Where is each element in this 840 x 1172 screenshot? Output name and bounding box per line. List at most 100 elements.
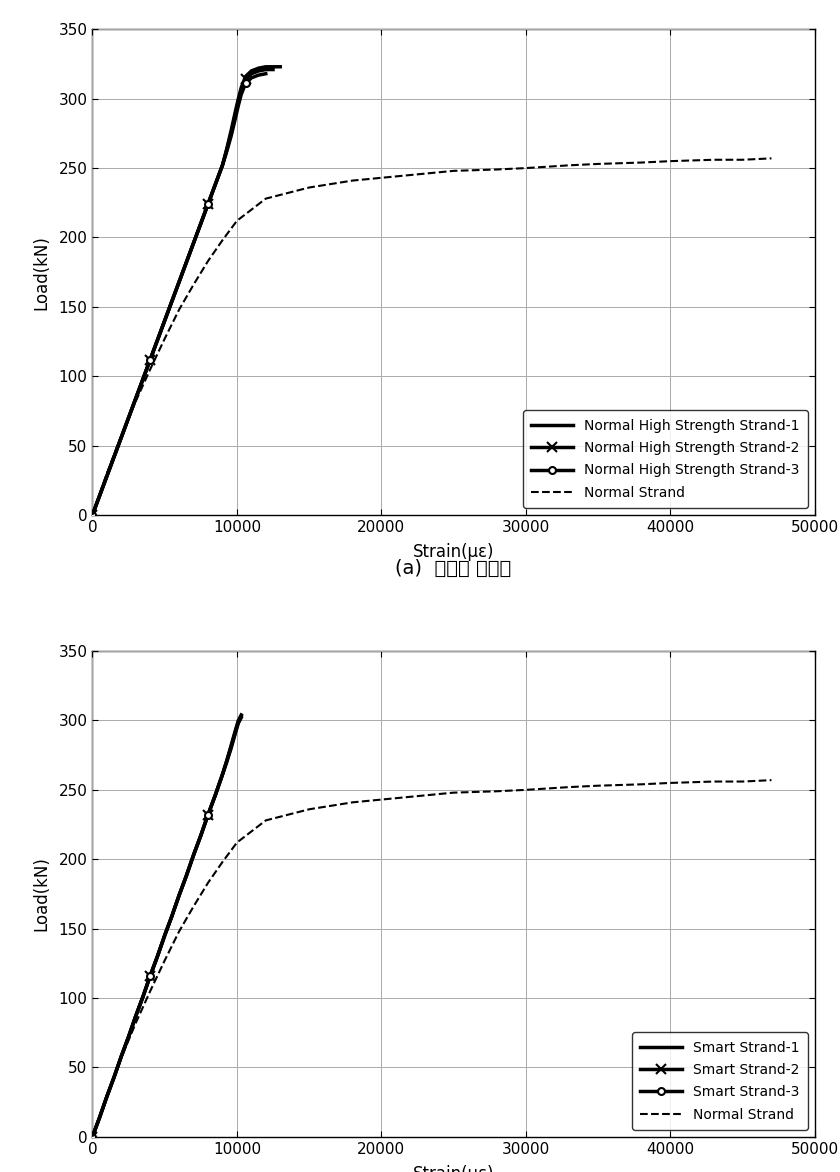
Smart Strand-3 (102, 1090, 112, 1104)
Smart Strand-3 (87, 1130, 97, 1144)
Normal High Strength Strand-2 (95, 489, 105, 503)
Normal High Strength Strand-3 (87, 507, 97, 522)
Normal Strand (665, 154, 675, 168)
Legend: Smart Strand-1, Smart Strand-2, Smart Strand-3, Normal Strand: Smart Strand-1, Smart Strand-2, Smart St… (632, 1033, 808, 1130)
Normal High Strength Strand-3 (230, 111, 240, 125)
Smart Strand-3 (152, 949, 162, 963)
Normal Strand (304, 803, 314, 817)
Normal High Strength Strand-2 (210, 178, 220, 192)
Smart Strand-3 (218, 768, 228, 782)
Smart Strand-2 (87, 1130, 97, 1144)
Normal Strand (665, 776, 675, 790)
Smart Strand-1 (230, 723, 240, 737)
Normal High Strength Strand-3 (138, 372, 148, 386)
Normal High Strength Strand-3 (181, 255, 192, 270)
Normal Strand (87, 1130, 97, 1144)
Smart Strand-3 (131, 1009, 141, 1023)
Normal Strand (709, 152, 719, 166)
Smart Strand-2 (145, 969, 155, 983)
Smart Strand-3 (167, 909, 177, 924)
Smart Strand-3 (95, 1110, 105, 1124)
Normal High Strength Strand-1 (254, 61, 264, 75)
Normal High Strength Strand-1 (234, 91, 244, 105)
Smart Strand-1 (95, 1110, 105, 1124)
Normal Strand (766, 774, 776, 788)
Smart Strand-2 (174, 888, 184, 902)
Normal Strand (145, 362, 155, 376)
Normal High Strength Strand-1 (181, 255, 192, 270)
Smart Strand-3 (145, 969, 155, 983)
Smart Strand-2 (152, 949, 162, 963)
Smart Strand-2 (167, 909, 177, 924)
Normal High Strength Strand-2 (167, 294, 177, 308)
Smart Strand-3 (181, 868, 192, 883)
Normal Strand (564, 158, 575, 172)
Smart Strand-3 (203, 808, 213, 822)
Normal High Strength Strand-3 (203, 197, 213, 211)
Normal High Strength Strand-2 (131, 391, 141, 406)
Smart Strand-1 (174, 888, 184, 902)
Smart Strand-3 (222, 755, 232, 769)
Smart Strand-1 (138, 989, 148, 1003)
Smart Strand-3 (109, 1070, 119, 1084)
Smart Strand-3 (230, 725, 240, 740)
Smart Strand-1 (218, 768, 228, 782)
Smart Strand-1 (123, 1030, 134, 1044)
Normal High Strength Strand-1 (276, 60, 286, 74)
Smart Strand-2 (226, 740, 236, 754)
Normal Strand (116, 429, 126, 443)
Normal High Strength Strand-1 (116, 430, 126, 444)
X-axis label: Strain(με): Strain(με) (412, 544, 495, 561)
Normal High Strength Strand-2 (188, 236, 198, 250)
Smart Strand-1 (160, 928, 170, 942)
Normal Strand (160, 332, 170, 346)
Smart Strand-2 (230, 724, 240, 738)
Smart Strand-3 (160, 928, 170, 942)
Normal Strand (174, 925, 184, 939)
Normal High Strength Strand-3 (116, 430, 126, 444)
Normal Strand (766, 151, 776, 165)
Normal Strand (218, 233, 228, 247)
Smart Strand-1 (196, 829, 206, 843)
Normal Strand (131, 394, 141, 408)
Smart Strand-3 (196, 829, 206, 843)
Normal High Strength Strand-2 (246, 67, 256, 81)
Smart Strand-3 (174, 888, 184, 902)
Normal High Strength Strand-1 (87, 507, 97, 522)
Legend: Normal High Strength Strand-1, Normal High Strength Strand-2, Normal High Streng: Normal High Strength Strand-1, Normal Hi… (523, 410, 808, 509)
Normal Strand (232, 836, 242, 850)
Line: Normal High Strength Strand-1: Normal High Strength Strand-1 (92, 67, 281, 515)
Line: Normal Strand: Normal Strand (92, 158, 771, 515)
Line: Smart Strand-2: Smart Strand-2 (87, 711, 246, 1142)
Normal High Strength Strand-1 (123, 411, 134, 425)
Smart Strand-3 (188, 849, 198, 863)
Smart Strand-2 (234, 715, 244, 729)
Smart Strand-2 (160, 928, 170, 942)
Smart Strand-1 (116, 1049, 126, 1063)
Normal High Strength Strand-1 (138, 372, 148, 386)
Normal High Strength Strand-3 (218, 158, 228, 172)
Normal Strand (637, 777, 647, 791)
Normal High Strength Strand-1 (240, 69, 250, 83)
Smart Strand-2 (181, 868, 192, 883)
Smart Strand-2 (138, 989, 148, 1003)
Normal Strand (738, 152, 748, 166)
Normal Strand (376, 171, 386, 185)
Normal Strand (87, 507, 97, 522)
Smart Strand-1 (226, 738, 236, 752)
Normal High Strength Strand-1 (167, 294, 177, 308)
Normal High Strength Strand-2 (234, 95, 244, 109)
Smart Strand-3 (234, 716, 244, 730)
Normal High Strength Strand-3 (254, 68, 264, 82)
Normal Strand (420, 789, 430, 803)
Normal High Strength Strand-1 (246, 64, 256, 79)
Smart Strand-3 (226, 741, 236, 755)
Line: Smart Strand-1: Smart Strand-1 (92, 715, 241, 1137)
Normal Strand (593, 778, 603, 792)
Line: Smart Strand-3: Smart Strand-3 (89, 714, 244, 1140)
Normal Strand (738, 775, 748, 789)
Normal Strand (218, 856, 228, 870)
Normal High Strength Strand-2 (138, 372, 148, 386)
Normal Strand (492, 784, 502, 798)
Y-axis label: Load(kN): Load(kN) (32, 857, 50, 932)
